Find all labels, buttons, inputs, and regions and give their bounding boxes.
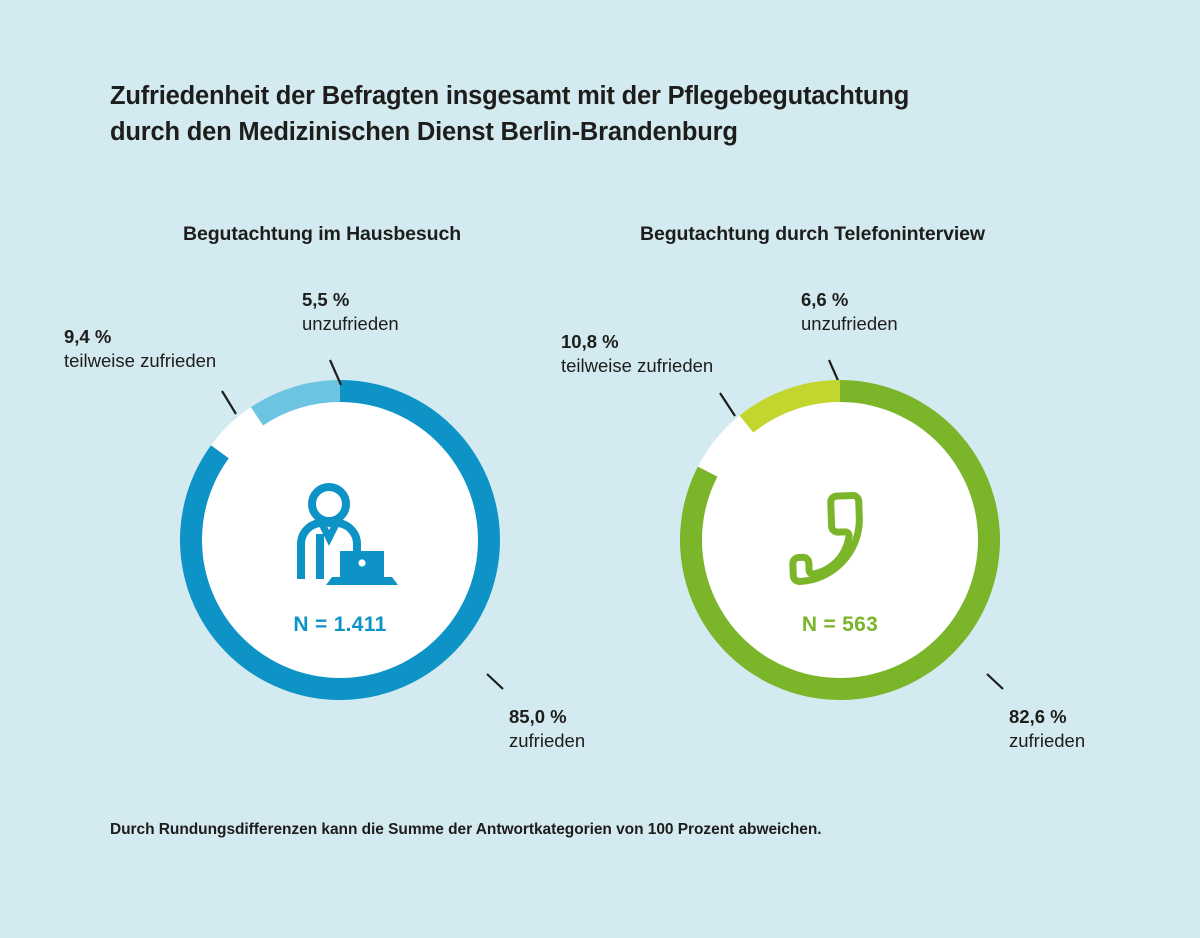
callout-category: zufrieden bbox=[1009, 729, 1086, 751]
leader-right-teilweise bbox=[719, 392, 736, 417]
telephone-handset-icon bbox=[780, 478, 900, 598]
donut-segment bbox=[739, 380, 840, 433]
footnote: Durch Rundungsdifferenzen kann die Summe… bbox=[110, 821, 822, 838]
donut-ring-telefoninterview bbox=[680, 380, 1000, 700]
callout-hausbesuch-teilweise-zufrieden: 9,4 % teilweise zufrieden bbox=[64, 325, 216, 372]
leader-left-unzufrieden bbox=[328, 359, 343, 386]
leader-right-zufrieden bbox=[986, 673, 1004, 690]
leader-left-teilweise bbox=[221, 390, 237, 415]
callout-category: teilweise zufrieden bbox=[561, 354, 714, 376]
callout-pct: 10,8 % bbox=[561, 331, 619, 352]
donut-inner-disc-hausbesuch bbox=[197, 397, 483, 683]
callout-telefoninterview-teilweise-zufrieden: 10,8 % teilweise zufrieden bbox=[561, 330, 713, 377]
donut-chart-hausbesuch: N = 1.411 bbox=[170, 370, 510, 710]
callout-pct: 85,0 % bbox=[509, 706, 567, 727]
n-label-hausbesuch: N = 1.411 bbox=[293, 613, 387, 636]
page-title: Zufriedenheit der Befragten insgesamt mi… bbox=[110, 78, 1110, 150]
callout-category: unzufrieden bbox=[801, 312, 898, 334]
n-label-telefoninterview: N = 563 bbox=[801, 613, 879, 636]
donut-ring-hausbesuch bbox=[180, 380, 501, 700]
callout-hausbesuch-zufrieden: 85,0 % zufrieden bbox=[509, 705, 585, 752]
leader-left-zufrieden bbox=[486, 673, 504, 690]
callout-pct: 9,4 % bbox=[64, 326, 112, 347]
callout-category: unzufrieden bbox=[302, 312, 399, 334]
callout-pct: 6,6 % bbox=[801, 289, 849, 310]
person-at-laptop-icon-svg bbox=[297, 483, 398, 585]
callout-category: teilweise zufrieden bbox=[64, 349, 217, 371]
donut-segment bbox=[697, 415, 754, 477]
callout-telefoninterview-unzufrieden: 6,6 % unzufrieden bbox=[801, 288, 898, 335]
donut-svg-hausbesuch bbox=[180, 380, 501, 700]
callout-category: zufrieden bbox=[509, 729, 586, 751]
panel-heading-hausbesuch: Begutachtung im Hausbesuch bbox=[183, 223, 462, 245]
donut-segment bbox=[211, 407, 264, 459]
donut-inner-disc-telefoninterview bbox=[697, 397, 983, 683]
callout-pct: 5,5 % bbox=[302, 289, 350, 310]
person-at-laptop-icon bbox=[280, 478, 400, 598]
telephone-handset-icon-svg bbox=[789, 492, 863, 585]
callout-telefoninterview-zufrieden: 82,6 % zufrieden bbox=[1009, 705, 1085, 752]
callout-pct: 82,6 % bbox=[1009, 706, 1067, 727]
donut-chart-telefoninterview: N = 563 bbox=[670, 370, 1010, 710]
donut-svg-telefoninterview bbox=[680, 380, 1000, 700]
title-line-1: Zufriedenheit der Befragten insgesamt mi… bbox=[110, 82, 910, 110]
panel-heading-telefoninterview: Begutachtung durch Telefoninterview bbox=[640, 223, 985, 245]
callout-hausbesuch-unzufrieden: 5,5 % unzufrieden bbox=[302, 288, 399, 335]
donut-segment bbox=[250, 380, 340, 426]
title-line-2: durch den Medizinischen Dienst Berlin-Br… bbox=[110, 118, 738, 147]
